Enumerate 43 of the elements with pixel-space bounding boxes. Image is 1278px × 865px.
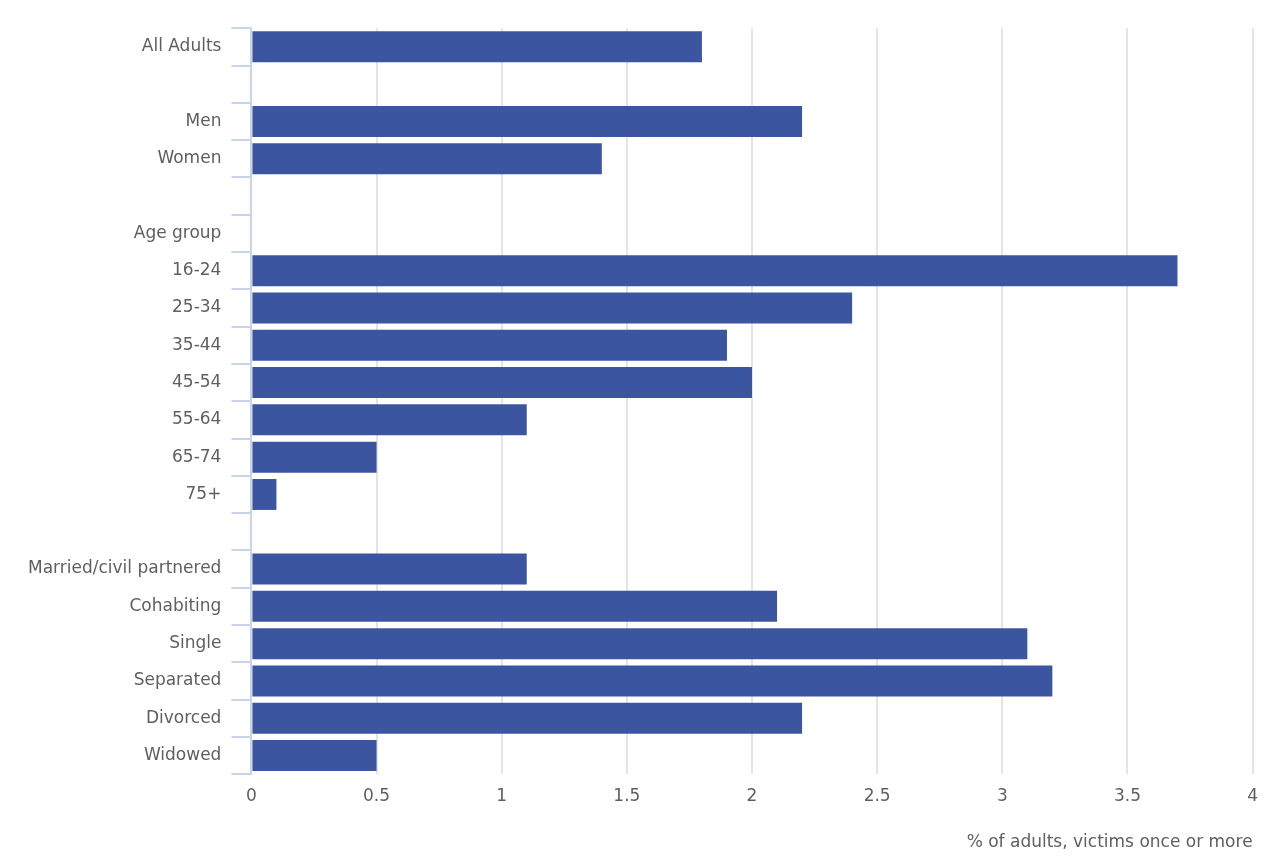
bar: [252, 628, 1028, 660]
bar: [252, 367, 752, 399]
bar: [252, 143, 602, 175]
bar: [252, 702, 803, 734]
x-tick-label: 1.5: [613, 784, 641, 805]
bar: [252, 31, 702, 63]
bar: [252, 255, 1178, 287]
x-tick-label: 3: [996, 784, 1008, 805]
bar: [252, 441, 377, 473]
x-tick-label: 2.5: [863, 784, 891, 805]
y-tick-label: 45-54: [172, 370, 222, 391]
y-tick-label: Separated: [133, 669, 222, 690]
y-tick-label: Women: [157, 147, 222, 168]
x-tick-label: 3.5: [1113, 784, 1141, 805]
x-tick-label: 0.5: [363, 784, 391, 805]
y-tick-label: 75+: [185, 482, 222, 503]
bar: [252, 553, 527, 585]
y-tick-label: All Adults: [141, 35, 222, 56]
bar: [252, 478, 277, 510]
y-tick-label: Cohabiting: [129, 594, 222, 615]
bar: [252, 665, 1053, 697]
y-tick-label: 55-64: [172, 408, 222, 429]
y-tick-label: Men: [185, 109, 222, 130]
y-tick-label: Widowed: [143, 743, 222, 764]
y-tick-label: Married/civil partnered: [27, 557, 222, 578]
y-tick-label: 16-24: [172, 259, 222, 280]
bar: [252, 105, 803, 137]
y-tick-label: 65-74: [172, 445, 222, 466]
x-tick-label: 2: [746, 784, 758, 805]
bar: [252, 292, 853, 324]
y-tick-label: Single: [169, 632, 222, 653]
y-tick-label: Divorced: [145, 706, 222, 727]
y-tick-label: Age group: [133, 221, 222, 242]
x-tick-label: 0: [245, 784, 257, 805]
bar: [252, 590, 778, 622]
bar: [252, 740, 377, 772]
x-axis-title: % of adults, victims once or more: [966, 831, 1253, 852]
y-tick-label: 35-44: [172, 333, 222, 354]
bar: [252, 404, 527, 436]
y-tick-label: 25-34: [172, 296, 222, 317]
bar: [252, 329, 727, 361]
x-tick-label: 4: [1247, 784, 1259, 805]
x-tick-label: 1: [496, 784, 508, 805]
